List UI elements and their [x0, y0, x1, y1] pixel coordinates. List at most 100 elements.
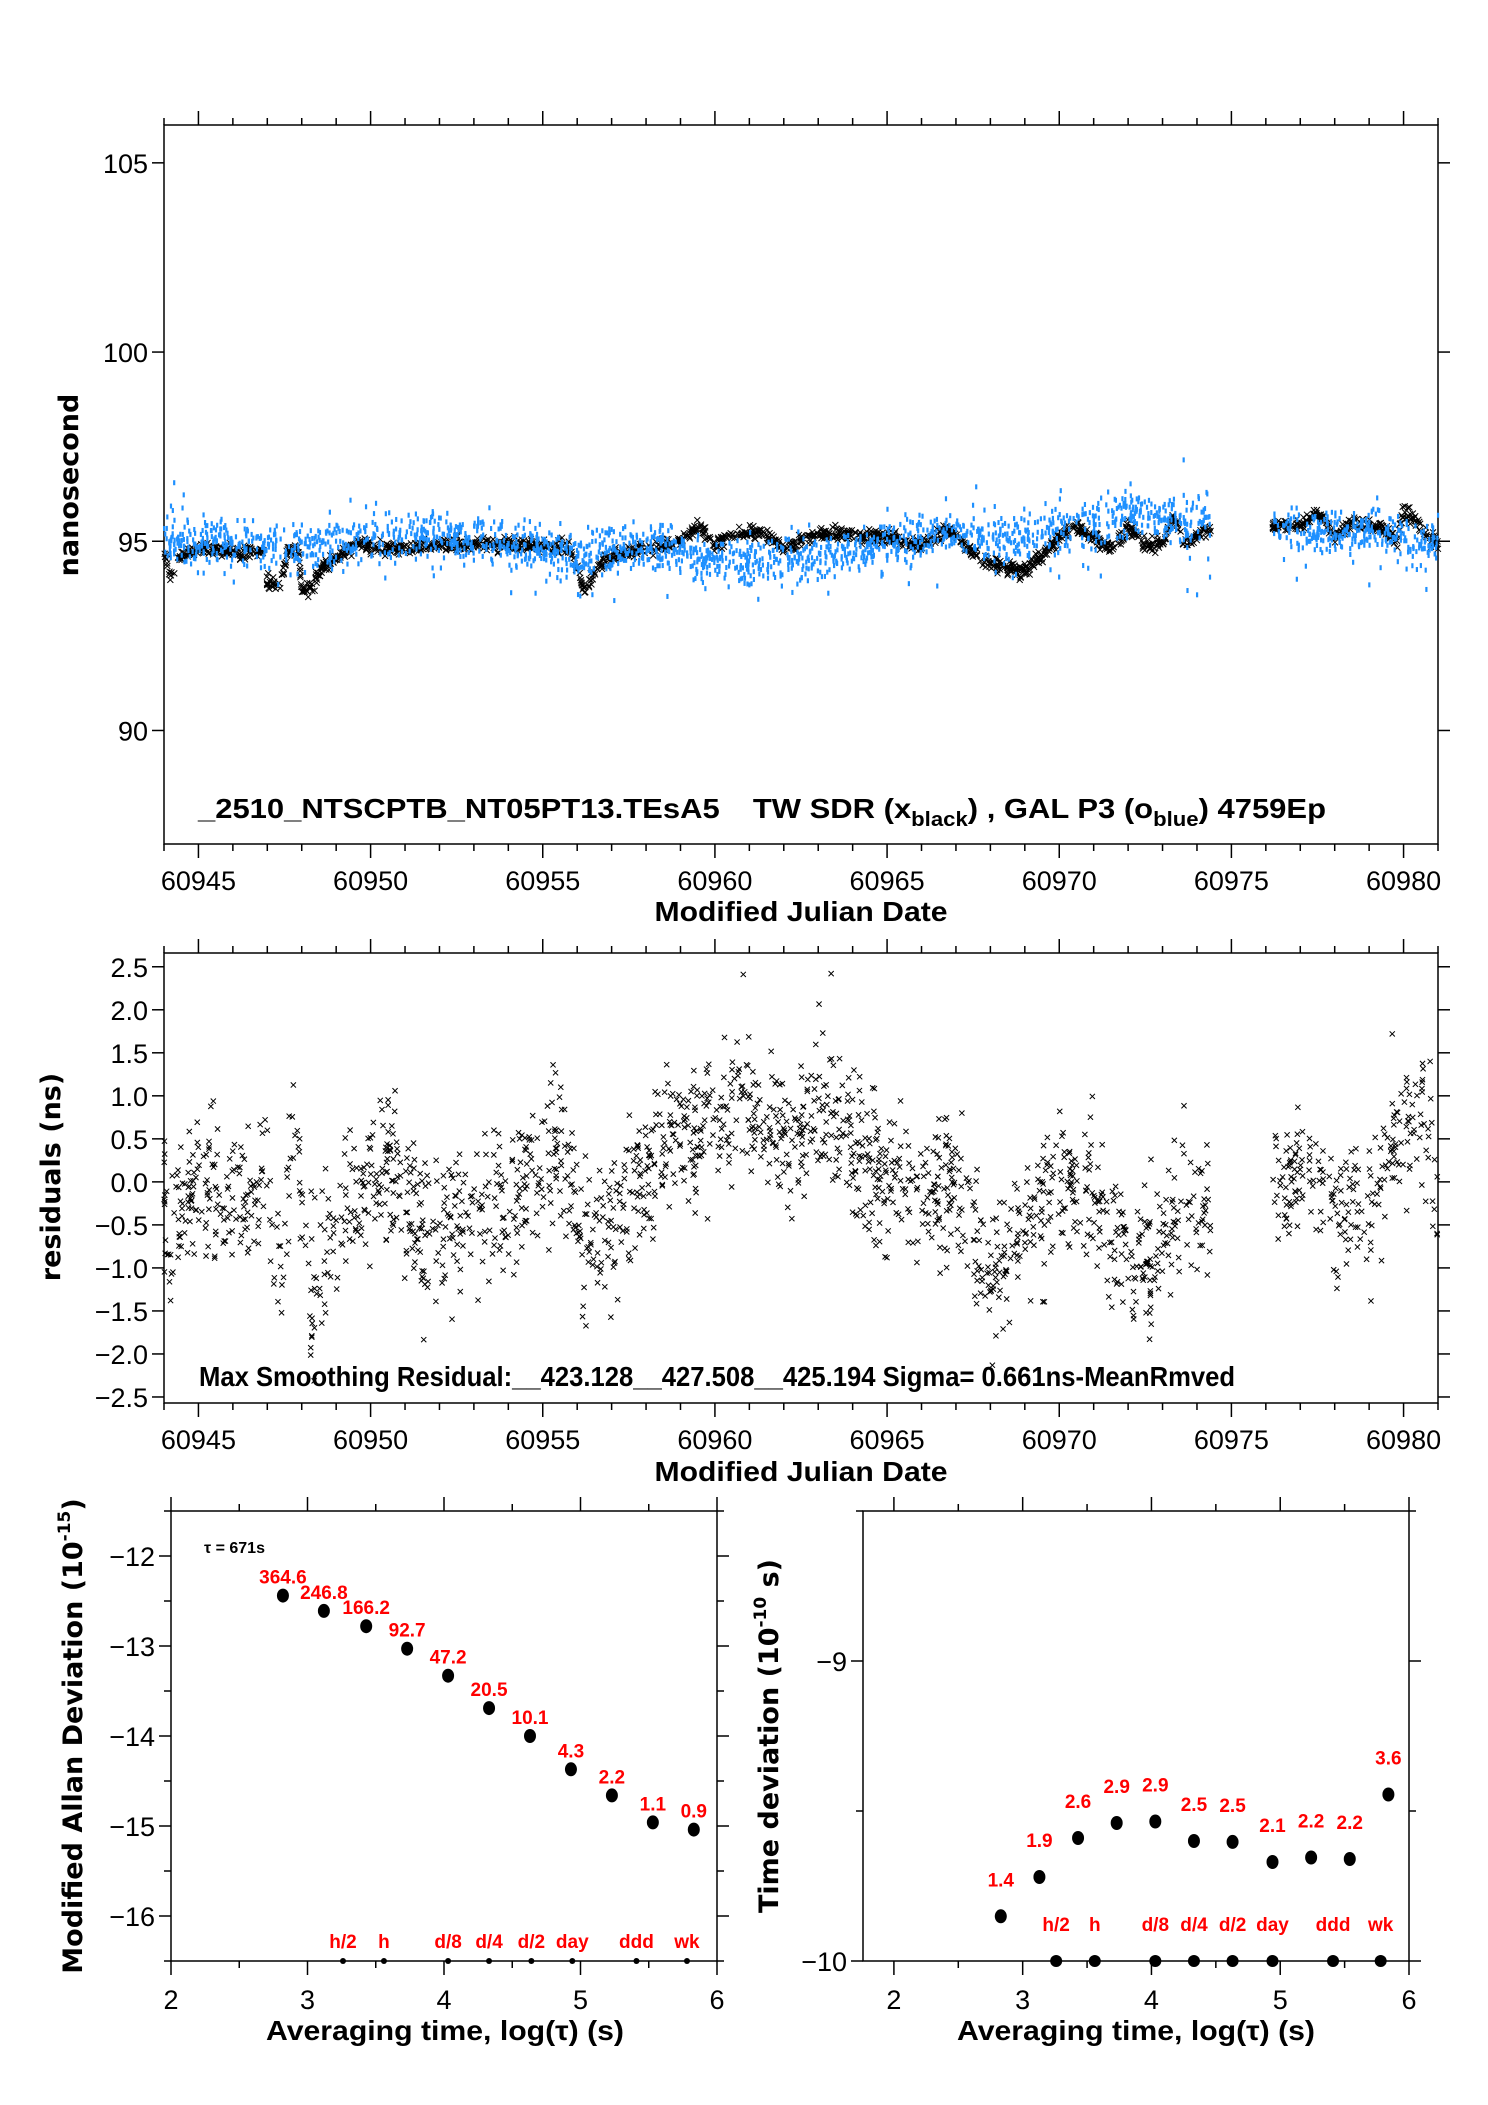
data-point-gal-p3: [588, 558, 591, 564]
data-point-gal-p3: [391, 547, 394, 553]
data-point-gal-p3: [1097, 515, 1100, 521]
data-point-gal-p3: [1393, 547, 1396, 553]
data-point-gal-p3: [425, 518, 428, 524]
data-point-gal-p3: [824, 560, 827, 566]
data-point-gal-p3: [674, 539, 677, 545]
data-point-gal-p3: [1278, 534, 1281, 540]
residual-point: [290, 1081, 297, 1088]
data-point-gal-p3: [1100, 495, 1103, 501]
data-point-gal-p3: [414, 556, 418, 562]
residual-point: [1021, 1239, 1028, 1246]
residual-point: [1413, 1156, 1420, 1162]
data-point-gal-p3: [892, 535, 895, 541]
residual-point: [1275, 1212, 1282, 1219]
data-point-gal-p3: [523, 532, 527, 538]
data-point-gal-p3: [211, 545, 215, 551]
data-point-gal-p3: [1107, 508, 1110, 514]
data-point-gal-p3: [359, 528, 362, 534]
data-point-gal-p3: [220, 516, 223, 522]
residual-point: [709, 1087, 716, 1094]
data-point-gal-p3: [700, 562, 703, 568]
data-point-gal-p3: [210, 534, 213, 540]
data-point-gal-p3: [371, 519, 374, 525]
data-point-gal-p3: [626, 550, 629, 556]
data-point-gal-p3: [977, 540, 980, 546]
residual-point: [626, 1112, 633, 1119]
data-point-gal-p3: [1131, 497, 1134, 503]
data-point-gal-p3: [1290, 505, 1293, 511]
residual-point: [422, 1232, 429, 1239]
data-point-gal-p3: [941, 529, 944, 535]
residual-point: [420, 1336, 427, 1343]
residual-point: [884, 1254, 890, 1261]
data-point-gal-p3: [746, 581, 749, 587]
residual-point: [528, 1155, 535, 1162]
data-point-gal-p3: [1385, 548, 1388, 554]
residual-point: [1122, 1241, 1129, 1248]
data-point-gal-p3: [431, 511, 435, 517]
data-point-gal-p3: [1003, 520, 1007, 526]
data-point-gal-p3: [806, 555, 809, 561]
residual-point: [1343, 1260, 1350, 1267]
data-point-gal-p3: [1318, 527, 1321, 533]
residual-point: [490, 1151, 497, 1158]
data-point-gal-p3: [1121, 513, 1124, 519]
data-point-tw-sdr: [163, 560, 171, 567]
data-point-gal-p3: [600, 551, 603, 557]
data-point-tw-sdr: [591, 571, 599, 578]
data-point-gal-p3: [398, 530, 401, 536]
data-point-gal-p3: [800, 575, 803, 581]
data-point-gal-p3: [394, 540, 397, 546]
residual-point: [275, 1298, 281, 1305]
data-point-gal-p3: [653, 530, 657, 536]
residual-point: [650, 1224, 657, 1231]
data-point-gal-p3: [1202, 507, 1205, 513]
data-point-gal-p3: [471, 545, 475, 551]
data-point-gal-p3: [1206, 491, 1209, 497]
data-point-gal-p3: [501, 518, 504, 524]
residual-point: [380, 1122, 386, 1129]
data-point-gal-p3: [880, 573, 883, 579]
data-point-gal-p3: [750, 581, 753, 587]
data-point-gal-p3: [186, 536, 189, 542]
residual-point: [166, 1278, 173, 1285]
data-point-gal-p3: [1061, 520, 1064, 526]
data-point-gal-p3: [405, 529, 408, 535]
data-point-gal-p3: [523, 542, 526, 548]
data-point-gal-p3: [1319, 546, 1322, 552]
data-point-gal-p3: [992, 536, 995, 542]
data-point-tw-sdr: [581, 588, 589, 596]
residual-point: [1133, 1298, 1139, 1305]
data-point-tw-sdr: [851, 528, 859, 536]
data-point-gal-p3: [293, 551, 297, 557]
data-point-gal-p3: [1134, 504, 1137, 510]
data-point-tw-sdr: [706, 533, 714, 541]
residual-point: [411, 1259, 418, 1266]
residual-point: [1008, 1206, 1015, 1212]
data-point-gal-p3: [1326, 521, 1329, 527]
data-point-gal-p3: [433, 518, 436, 524]
residual-point: [356, 1220, 363, 1227]
data-point-gal-p3: [1328, 549, 1331, 555]
residual-point: [924, 1220, 931, 1227]
data-point-gal-p3: [703, 564, 706, 570]
data-point-gal-p3: [909, 519, 912, 525]
data-point-gal-p3: [568, 534, 571, 540]
data-point-gal-p3: [372, 542, 375, 548]
data-point-gal-p3: [459, 547, 462, 553]
data-point-tw-sdr: [987, 559, 995, 567]
data-point-gal-p3: [1041, 528, 1044, 534]
data-point-gal-p3: [1191, 505, 1194, 511]
data-point-gal-p3: [1091, 513, 1094, 519]
data-point-gal-p3: [865, 558, 868, 564]
data-point-gal-p3: [1435, 541, 1438, 547]
data-point-gal-p3: [582, 546, 586, 552]
residual-point: [1181, 1102, 1187, 1109]
data-point-gal-p3: [576, 592, 580, 598]
residual-point: [959, 1232, 966, 1239]
data-point-gal-p3: [569, 562, 572, 568]
residual-point: [905, 1142, 912, 1149]
data-point-gal-p3: [1195, 504, 1198, 510]
residual-point: [800, 1103, 806, 1110]
data-point-tw-sdr: [1117, 541, 1125, 548]
